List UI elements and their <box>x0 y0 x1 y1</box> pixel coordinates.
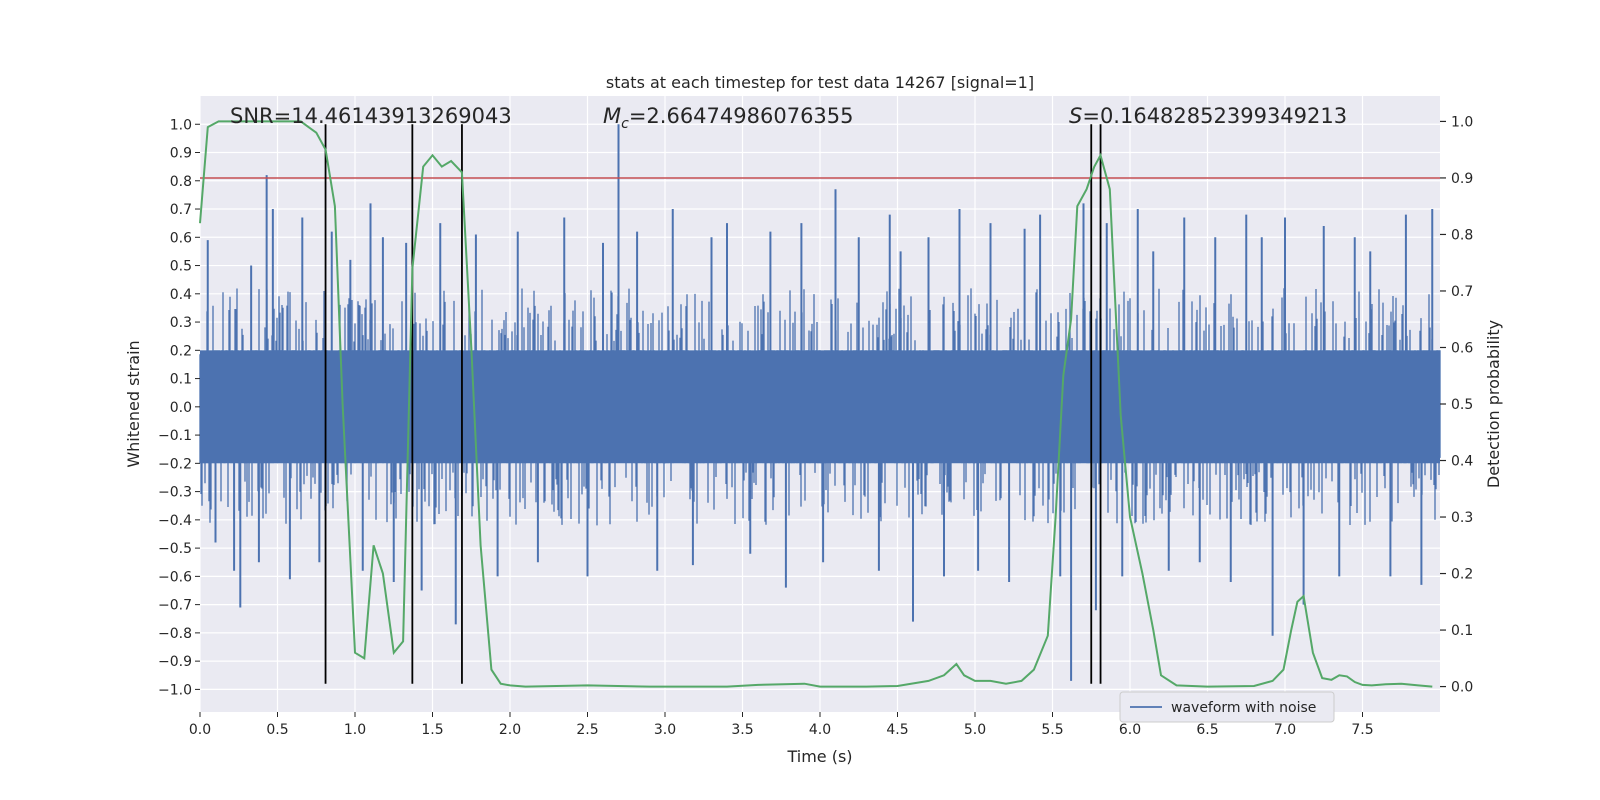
s-value: =0.16482852399349213 <box>1082 104 1347 128</box>
legend: waveform with noise <box>1119 691 1335 723</box>
vertical-markers <box>324 124 1102 684</box>
y-right-tick-label: 0.5 <box>1451 397 1473 413</box>
y-left-tick-label: 0.1 <box>170 372 192 388</box>
x-tick-label: 6.5 <box>1196 722 1218 738</box>
x-tick-label: 7.0 <box>1274 722 1296 738</box>
x-tick-label: 7.5 <box>1351 722 1373 738</box>
y-right-tick-label: 0.7 <box>1451 284 1473 300</box>
y-left-tick-label: 0.0 <box>170 400 192 416</box>
y-left-tick-label: 1.0 <box>170 117 192 133</box>
y-left-tick-label: −0.9 <box>158 654 192 670</box>
y-right-ticks: 0.0 0.1 0.2 0.3 0.4 0.5 0.6 0.7 0.8 0.9 1.0 <box>1440 114 1473 696</box>
y-left-ticks: −1.0 −0.9 −0.8 −0.7 −0.6 −0.5 −0.4 −0.3 −0.2 −0.1… <box>158 117 200 698</box>
y-left-tick-label: 0.9 <box>170 146 192 162</box>
y-left-tick-label: −0.8 <box>158 626 192 642</box>
y-right-tick-label: 0.8 <box>1451 227 1473 243</box>
s-symbol: S <box>1069 104 1082 128</box>
y-left-tick-label: 0.3 <box>170 315 192 331</box>
probability-series <box>199 120 1433 688</box>
mc-symbol: M <box>603 104 621 128</box>
snr-annotation: SNR=14.46143913269043 <box>230 104 512 128</box>
x-tick-label: 0.0 <box>189 722 211 738</box>
y-right-tick-label: 0.9 <box>1451 171 1473 187</box>
y-right-tick-label: 0.0 <box>1451 680 1473 696</box>
x-tick-label: 2.0 <box>499 722 521 738</box>
y-left-tick-label: −0.2 <box>158 456 192 472</box>
legend-label: waveform with noise <box>1171 700 1316 716</box>
probability-line <box>199 120 1433 688</box>
y-left-tick-label: 0.6 <box>170 230 192 246</box>
s-annotation: S=0.16482852399349213 <box>1069 104 1347 128</box>
y-right-tick-label: 0.4 <box>1451 454 1473 470</box>
y-right-tick-label: 0.1 <box>1451 623 1473 639</box>
y-left-tick-label: 0.4 <box>170 287 192 303</box>
x-tick-label: 3.5 <box>731 722 753 738</box>
x-tick-label: 5.0 <box>964 722 986 738</box>
x-tick-label: 4.0 <box>809 722 831 738</box>
y-right-tick-label: 0.2 <box>1451 567 1473 583</box>
mc-annotation: Mc=2.66474986076355 <box>603 104 854 132</box>
mc-value: =2.66474986076355 <box>629 104 854 128</box>
x-tick-label: 4.5 <box>886 722 908 738</box>
y-left-tick-label: −0.4 <box>158 513 192 529</box>
y-left-tick-label: −0.6 <box>158 569 192 585</box>
x-tick-label: 1.5 <box>421 722 443 738</box>
y-left-tick-label: 0.8 <box>170 174 192 190</box>
x-tick-label: 1.0 <box>344 722 366 738</box>
x-tick-label: 5.5 <box>1041 722 1063 738</box>
y-left-tick-label: −0.1 <box>158 428 192 444</box>
y-right-axis-label: Detection probability <box>1484 320 1503 488</box>
y-left-tick-label: 0.7 <box>170 202 192 218</box>
x-tick-label: 2.5 <box>576 722 598 738</box>
chart-title: stats at each timestep for test data 142… <box>606 73 1034 92</box>
y-left-tick-label: −1.0 <box>158 682 192 698</box>
waveform-band <box>200 350 1440 464</box>
x-tick-label: 6.0 <box>1119 722 1141 738</box>
waveform-series <box>199 124 1441 681</box>
x-ticks: 0.0 0.5 1.0 1.5 2.0 2.5 3.0 3.5 4.0 4.5 5.0 5.5 6.0 6… <box>189 712 1374 738</box>
legend-box <box>1119 691 1335 723</box>
x-axis-label: Time (s) <box>786 747 852 766</box>
y-right-tick-label: 0.3 <box>1451 510 1473 526</box>
y-left-tick-label: −0.5 <box>158 541 192 557</box>
x-tick-label: 3.0 <box>654 722 676 738</box>
y-left-tick-label: 0.5 <box>170 259 192 275</box>
y-right-tick-label: 1.0 <box>1451 114 1473 130</box>
y-left-tick-label: −0.7 <box>158 598 192 614</box>
y-left-axis-label: Whitened strain <box>124 340 143 467</box>
y-left-tick-label: −0.3 <box>158 485 192 501</box>
mc-subscript: c <box>621 116 629 132</box>
y-right-tick-label: 0.6 <box>1451 340 1473 356</box>
x-tick-label: 0.5 <box>266 722 288 738</box>
y-left-tick-label: 0.2 <box>170 343 192 359</box>
